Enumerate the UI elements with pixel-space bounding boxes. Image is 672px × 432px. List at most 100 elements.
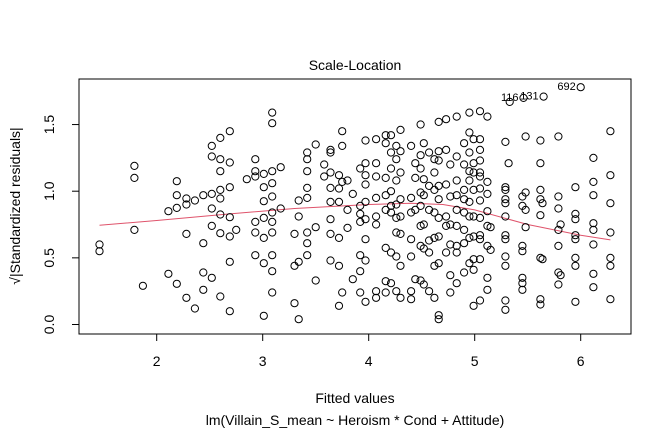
data-point <box>348 189 357 198</box>
data-point <box>589 219 598 228</box>
data-point <box>242 175 251 184</box>
data-point <box>419 175 428 184</box>
data-point <box>554 268 563 277</box>
data-point <box>483 189 492 198</box>
data-point <box>326 183 335 192</box>
data-point <box>536 253 545 262</box>
data-point <box>199 268 208 277</box>
data-point <box>434 213 443 222</box>
data-point <box>407 235 416 244</box>
data-point <box>407 208 416 217</box>
data-point <box>606 253 615 262</box>
data-point <box>465 108 474 117</box>
data-point <box>294 257 303 266</box>
data-point <box>589 269 598 278</box>
data-point <box>182 293 191 302</box>
data-point <box>434 147 443 156</box>
data-point <box>361 180 370 189</box>
data-point <box>483 177 492 186</box>
data-point <box>334 261 344 270</box>
data-point <box>372 135 381 144</box>
data-point <box>536 300 545 309</box>
smooth-line-group <box>99 202 611 241</box>
data-point <box>571 235 580 244</box>
data-point <box>434 315 443 324</box>
data-point <box>381 243 390 252</box>
data-point <box>207 141 216 150</box>
data-point <box>425 248 434 257</box>
data-point <box>501 235 510 244</box>
data-point <box>326 148 335 157</box>
data-point <box>554 225 563 234</box>
data-point <box>294 212 303 221</box>
data-point <box>259 311 268 320</box>
data-point <box>95 247 104 256</box>
data-point <box>392 213 401 222</box>
y-tick-label: 1.0 <box>41 181 57 201</box>
data-point <box>416 201 425 210</box>
data-point <box>475 172 485 181</box>
data-point <box>303 148 312 157</box>
data-point <box>190 196 199 205</box>
data-point <box>501 231 510 240</box>
y-tick-label: 0.5 <box>41 248 57 268</box>
data-point <box>434 156 443 165</box>
data-point <box>501 212 510 221</box>
data-point <box>320 160 329 169</box>
data-point <box>290 229 299 238</box>
data-point <box>164 269 173 278</box>
data-point <box>225 232 234 241</box>
data-point <box>392 200 401 209</box>
data-point <box>326 197 335 206</box>
data-point <box>251 251 260 260</box>
data-point <box>334 301 344 310</box>
model-formula-subtitle: lm(Villain_S_mean ~ Heroism * Cond + Att… <box>206 412 505 428</box>
data-point <box>207 152 216 161</box>
data-point <box>465 167 474 176</box>
data-point <box>521 188 530 197</box>
data-point <box>182 194 191 203</box>
data-point <box>320 172 329 181</box>
data-point <box>396 261 405 270</box>
data-point <box>501 305 510 314</box>
data-point <box>386 208 396 217</box>
data-point <box>326 256 335 265</box>
data-point <box>460 185 469 194</box>
data-point <box>556 271 565 280</box>
data-point <box>361 235 370 244</box>
data-point <box>475 168 485 177</box>
data-point <box>268 167 277 176</box>
data-point <box>430 208 439 217</box>
data-point <box>259 169 268 178</box>
data-point <box>381 173 390 182</box>
data-point <box>460 225 469 234</box>
data-point <box>361 297 370 306</box>
data-point <box>207 221 216 230</box>
x-tick-label: 6 <box>577 353 585 369</box>
data-point <box>606 199 615 208</box>
data-point <box>571 183 580 192</box>
data-point <box>396 293 405 302</box>
data-point <box>469 255 478 264</box>
data-point <box>361 256 370 265</box>
data-point <box>425 148 434 157</box>
x-tick-label: 2 <box>153 353 161 369</box>
data-point <box>483 273 492 282</box>
data-point <box>259 213 268 222</box>
data-point <box>452 205 461 214</box>
data-point <box>419 280 428 289</box>
data-point <box>452 221 461 230</box>
data-point <box>326 145 335 154</box>
data-point <box>372 193 381 202</box>
data-point <box>501 252 510 261</box>
data-point <box>232 225 241 234</box>
data-point <box>460 139 469 148</box>
data-point <box>356 251 365 260</box>
data-point <box>411 275 420 284</box>
data-point <box>372 293 381 302</box>
y-tick-label: 1.5 <box>41 115 57 135</box>
data-point <box>259 197 268 206</box>
data-point <box>501 185 510 194</box>
data-point <box>483 112 492 121</box>
